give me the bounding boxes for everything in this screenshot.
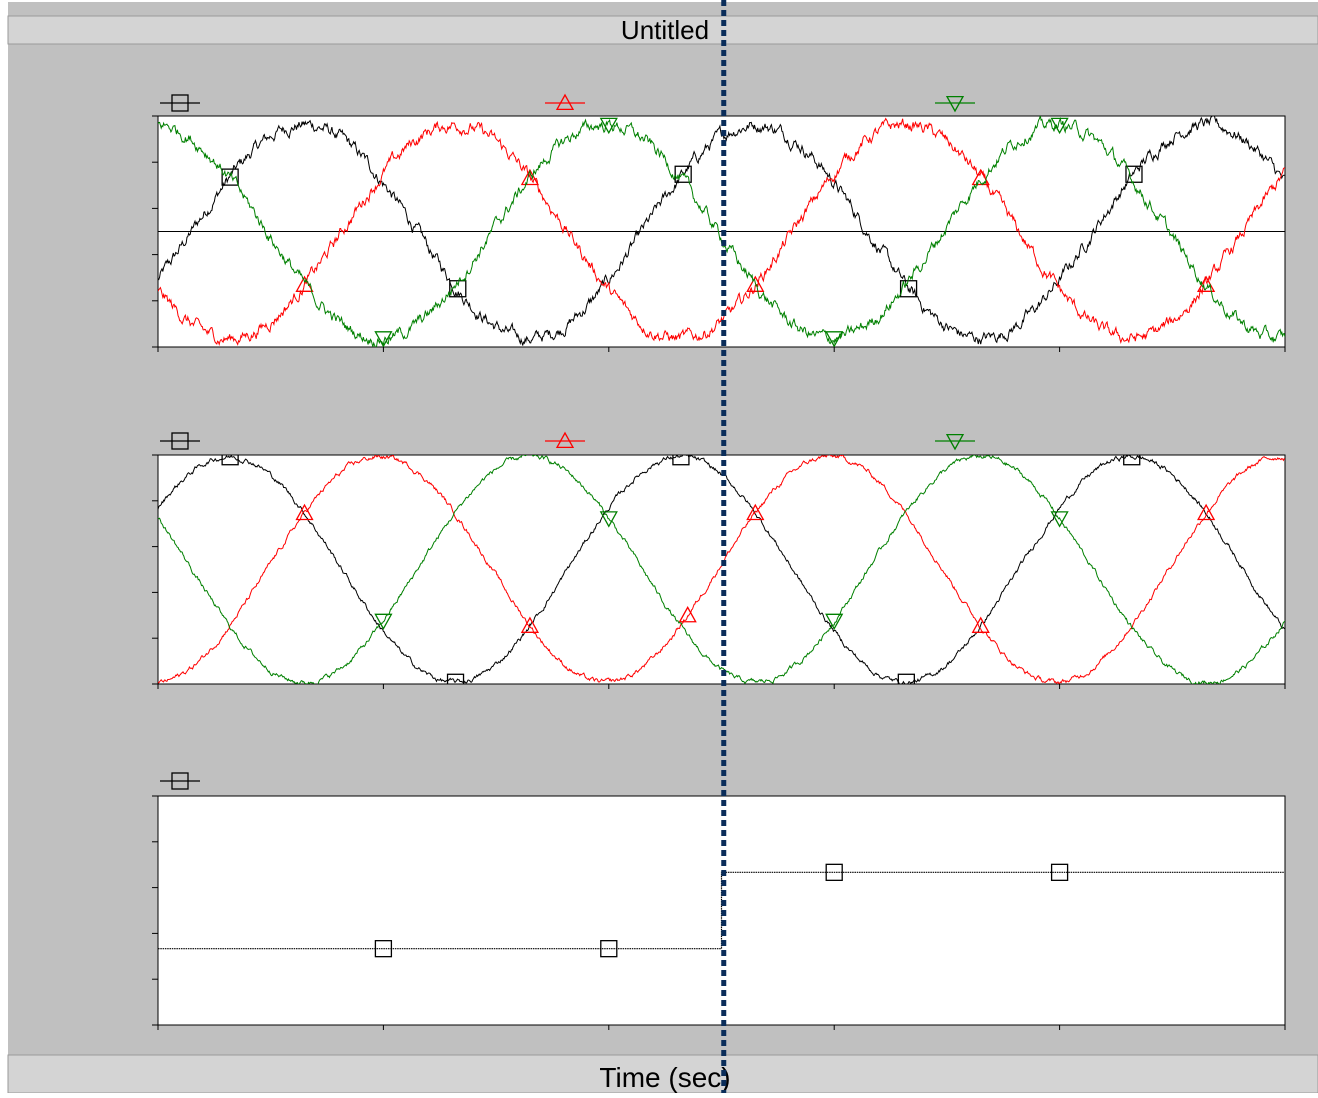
legend-marker-icon [945, 95, 965, 113]
data-marker [971, 168, 990, 186]
window-title: Untitled [621, 15, 709, 45]
legend-marker-icon [945, 433, 965, 451]
legend-marker-icon [171, 94, 189, 112]
legend-entry [545, 93, 585, 111]
data-marker [446, 673, 465, 684]
data-marker [971, 616, 990, 633]
legend-entry [935, 95, 975, 113]
data-marker [674, 165, 692, 183]
plot-panel-1 [152, 93, 1286, 352]
data-marker [1123, 455, 1141, 466]
data-marker [825, 613, 844, 631]
legend-entry [160, 432, 200, 450]
plot-panel-2 [152, 431, 1286, 689]
plot-area [157, 454, 1286, 685]
legend-entry [935, 433, 975, 451]
legend-marker-icon [555, 93, 575, 111]
data-marker [1050, 511, 1069, 528]
data-marker [672, 455, 690, 466]
title-bar [7, 15, 1318, 45]
data-marker [374, 940, 393, 958]
data-marker [221, 168, 239, 186]
data-marker [897, 673, 915, 684]
data-marker [746, 503, 765, 521]
series-line [158, 116, 1285, 346]
legend-entry [160, 772, 200, 790]
data-marker [1197, 503, 1216, 521]
legend-marker-icon [171, 432, 189, 450]
data-marker [520, 168, 540, 186]
data-marker [1050, 117, 1069, 135]
data-marker [678, 606, 697, 623]
series-line [158, 455, 1285, 684]
data-marker [899, 280, 918, 298]
data-marker [825, 863, 843, 881]
legend-entry [160, 94, 200, 112]
plot-panel-3 [152, 772, 1286, 1030]
x-axis-label: Time (sec) [599, 1062, 730, 1093]
data-marker [295, 503, 314, 521]
data-marker [374, 331, 393, 347]
data-marker [449, 280, 467, 298]
data-marker [1125, 165, 1143, 183]
series-line [158, 455, 1285, 684]
legend-marker-icon [171, 772, 189, 790]
data-marker [825, 331, 844, 347]
legend-marker-icon [555, 431, 575, 449]
series-line [158, 117, 1285, 347]
data-marker [374, 613, 393, 631]
plots-group [152, 93, 1286, 1030]
data-marker [599, 511, 618, 528]
data-marker [746, 275, 765, 292]
legend-entry [545, 431, 585, 449]
data-marker [1050, 863, 1069, 881]
data-marker [600, 940, 618, 958]
data-marker [221, 455, 239, 466]
data-marker [599, 117, 618, 135]
data-marker [520, 616, 540, 633]
